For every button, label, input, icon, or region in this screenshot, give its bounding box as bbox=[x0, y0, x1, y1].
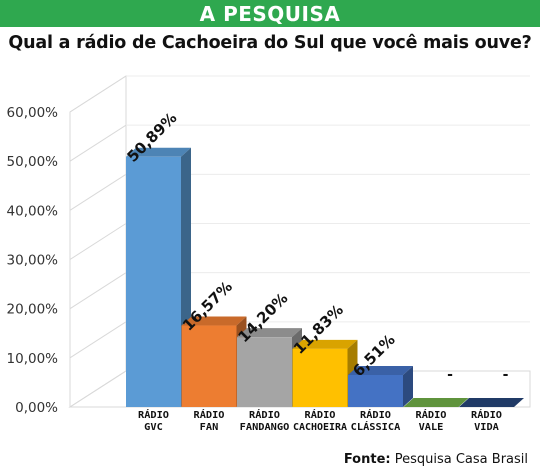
x-tick-label: FAN bbox=[200, 422, 219, 433]
x-tick-label: RÁDIO bbox=[471, 408, 502, 421]
x-tick-label: VALE bbox=[419, 422, 444, 433]
bar-top bbox=[237, 328, 302, 338]
source-credit: Fonte: Pesquisa Casa Brasil bbox=[344, 452, 528, 467]
y-tick-label: 50,00% bbox=[7, 154, 59, 170]
x-tick-label: RÁDIO bbox=[138, 408, 169, 421]
x-tick-label: RÁDIO bbox=[249, 408, 280, 421]
y-tick-label: 10,00% bbox=[7, 351, 59, 367]
x-tick-label: CLÁSSICA bbox=[351, 420, 401, 433]
bar-top bbox=[348, 365, 413, 375]
data-label: - bbox=[447, 367, 453, 383]
data-label: - bbox=[503, 367, 509, 383]
gridline bbox=[69, 75, 127, 113]
gridline bbox=[69, 370, 127, 408]
header-title: A PESQUISA bbox=[199, 2, 341, 26]
header-banner bbox=[0, 0, 540, 27]
bar-top bbox=[459, 398, 524, 407]
bar-side bbox=[403, 365, 413, 407]
bar-top bbox=[181, 316, 247, 326]
bar bbox=[292, 348, 348, 407]
x-tick-label: VIDA bbox=[474, 422, 499, 433]
source-label: Fonte: bbox=[343, 452, 391, 467]
x-tick-label: CACHOEIRA bbox=[293, 422, 347, 433]
gridline bbox=[69, 223, 127, 260]
bar bbox=[348, 374, 403, 407]
bar bbox=[181, 325, 237, 407]
y-tick-label: 0,00% bbox=[15, 400, 58, 416]
x-tick-label: RÁDIO bbox=[416, 408, 447, 421]
x-tick-label: RÁDIO bbox=[305, 408, 336, 421]
bar bbox=[126, 156, 181, 407]
x-tick-label: RÁDIO bbox=[360, 408, 391, 421]
bar-top bbox=[403, 398, 469, 407]
gridline bbox=[69, 321, 127, 359]
gridline bbox=[69, 272, 127, 310]
bar-top bbox=[292, 339, 358, 349]
bar-top bbox=[126, 147, 191, 157]
x-tick-label: GVC bbox=[144, 422, 163, 433]
source-text: Pesquisa Casa Brasil bbox=[394, 452, 528, 467]
survey-question: Qual a rádio de Cachoeira do Sul que voc… bbox=[8, 33, 532, 53]
y-tick-label: 60,00% bbox=[7, 105, 59, 121]
x-tick-label: FANDANGO bbox=[240, 422, 290, 433]
y-tick-label: 20,00% bbox=[7, 302, 59, 318]
x-tick-label: RÁDIO bbox=[194, 408, 225, 421]
y-tick-label: 30,00% bbox=[7, 253, 59, 269]
gridline bbox=[69, 173, 127, 211]
y-tick-label: 40,00% bbox=[7, 203, 59, 219]
gridline bbox=[69, 124, 127, 162]
bar bbox=[237, 337, 292, 407]
